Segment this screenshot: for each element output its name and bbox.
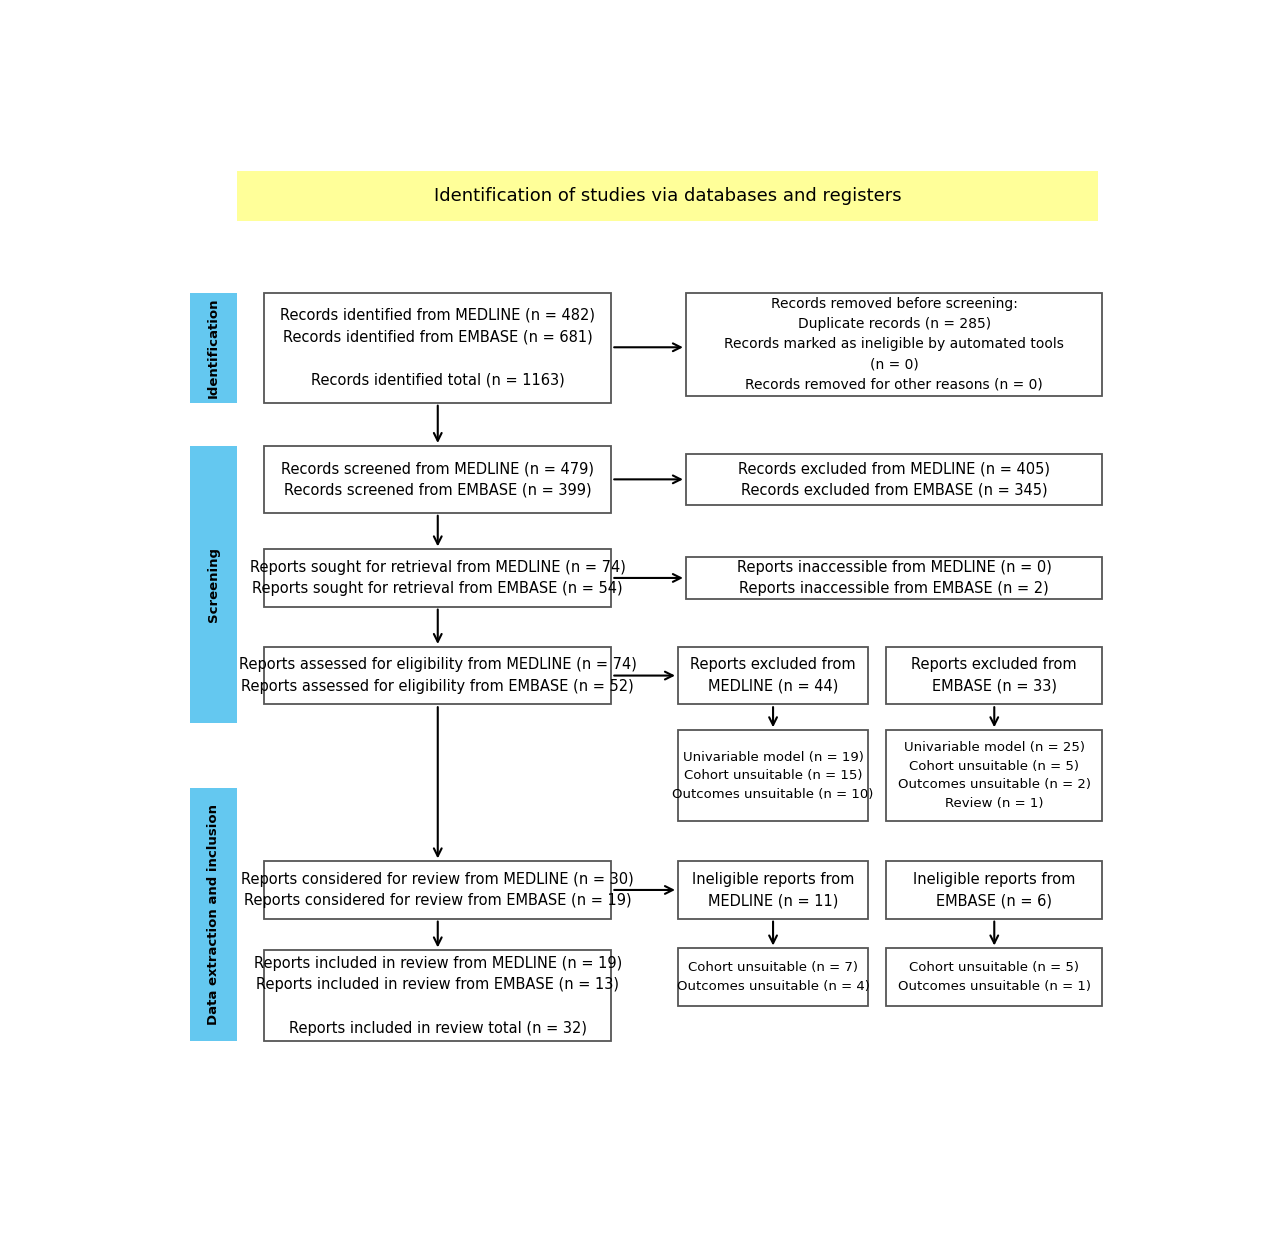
FancyBboxPatch shape	[886, 730, 1102, 822]
Text: Reports considered for review from MEDLINE (n = 30)
Reports considered for revie: Reports considered for review from MEDLI…	[242, 871, 634, 909]
FancyBboxPatch shape	[678, 948, 868, 1006]
Text: Screening: Screening	[207, 547, 220, 623]
FancyBboxPatch shape	[886, 861, 1102, 919]
FancyBboxPatch shape	[264, 646, 612, 705]
FancyBboxPatch shape	[264, 861, 612, 919]
Text: Data extraction and inclusion: Data extraction and inclusion	[207, 804, 220, 1025]
Text: Identification of studies via databases and registers: Identification of studies via databases …	[434, 186, 901, 205]
Text: Ineligible reports from
MEDLINE (n = 11): Ineligible reports from MEDLINE (n = 11)	[692, 871, 854, 909]
FancyBboxPatch shape	[678, 730, 868, 822]
Text: Reports sought for retrieval from MEDLINE (n = 74)
Reports sought for retrieval : Reports sought for retrieval from MEDLIN…	[250, 559, 626, 597]
Text: Reports inaccessible from MEDLINE (n = 0)
Reports inaccessible from EMBASE (n = : Reports inaccessible from MEDLINE (n = 0…	[737, 559, 1051, 597]
FancyBboxPatch shape	[686, 454, 1102, 505]
FancyBboxPatch shape	[264, 293, 612, 403]
Text: Reports excluded from
EMBASE (n = 33): Reports excluded from EMBASE (n = 33)	[911, 658, 1076, 694]
Text: Reports included in review from MEDLINE (n = 19)
Reports included in review from: Reports included in review from MEDLINE …	[253, 956, 622, 1035]
FancyBboxPatch shape	[886, 948, 1102, 1006]
FancyBboxPatch shape	[686, 293, 1102, 397]
FancyBboxPatch shape	[189, 293, 237, 403]
FancyBboxPatch shape	[264, 446, 612, 513]
Text: Reports assessed for eligibility from MEDLINE (n = 74)
Reports assessed for elig: Reports assessed for eligibility from ME…	[239, 658, 636, 694]
FancyBboxPatch shape	[678, 861, 868, 919]
Text: Reports excluded from
MEDLINE (n = 44): Reports excluded from MEDLINE (n = 44)	[690, 658, 856, 694]
Text: Records removed before screening:
Duplicate records (n = 285)
Records marked as : Records removed before screening: Duplic…	[724, 297, 1064, 392]
Text: Records identified from MEDLINE (n = 482)
Records identified from EMBASE (n = 68: Records identified from MEDLINE (n = 482…	[280, 308, 595, 388]
Text: Records excluded from MEDLINE (n = 405)
Records excluded from EMBASE (n = 345): Records excluded from MEDLINE (n = 405) …	[739, 461, 1050, 497]
Text: Cohort unsuitable (n = 7)
Outcomes unsuitable (n = 4): Cohort unsuitable (n = 7) Outcomes unsui…	[677, 961, 869, 993]
Text: Univariable model (n = 25)
Cohort unsuitable (n = 5)
Outcomes unsuitable (n = 2): Univariable model (n = 25) Cohort unsuit…	[897, 741, 1091, 810]
Text: Identification: Identification	[207, 297, 220, 398]
FancyBboxPatch shape	[189, 446, 237, 723]
FancyBboxPatch shape	[678, 646, 868, 705]
Text: Records screened from MEDLINE (n = 479)
Records screened from EMBASE (n = 399): Records screened from MEDLINE (n = 479) …	[282, 461, 594, 497]
Text: Univariable model (n = 19)
Cohort unsuitable (n = 15)
Outcomes unsuitable (n = 1: Univariable model (n = 19) Cohort unsuit…	[672, 751, 874, 800]
Text: Ineligible reports from
EMBASE (n = 6): Ineligible reports from EMBASE (n = 6)	[913, 871, 1075, 909]
FancyBboxPatch shape	[237, 172, 1098, 221]
Text: Cohort unsuitable (n = 5)
Outcomes unsuitable (n = 1): Cohort unsuitable (n = 5) Outcomes unsui…	[897, 961, 1091, 993]
FancyBboxPatch shape	[886, 646, 1102, 705]
FancyBboxPatch shape	[264, 549, 612, 607]
FancyBboxPatch shape	[264, 950, 612, 1042]
FancyBboxPatch shape	[686, 557, 1102, 599]
FancyBboxPatch shape	[189, 788, 237, 1042]
